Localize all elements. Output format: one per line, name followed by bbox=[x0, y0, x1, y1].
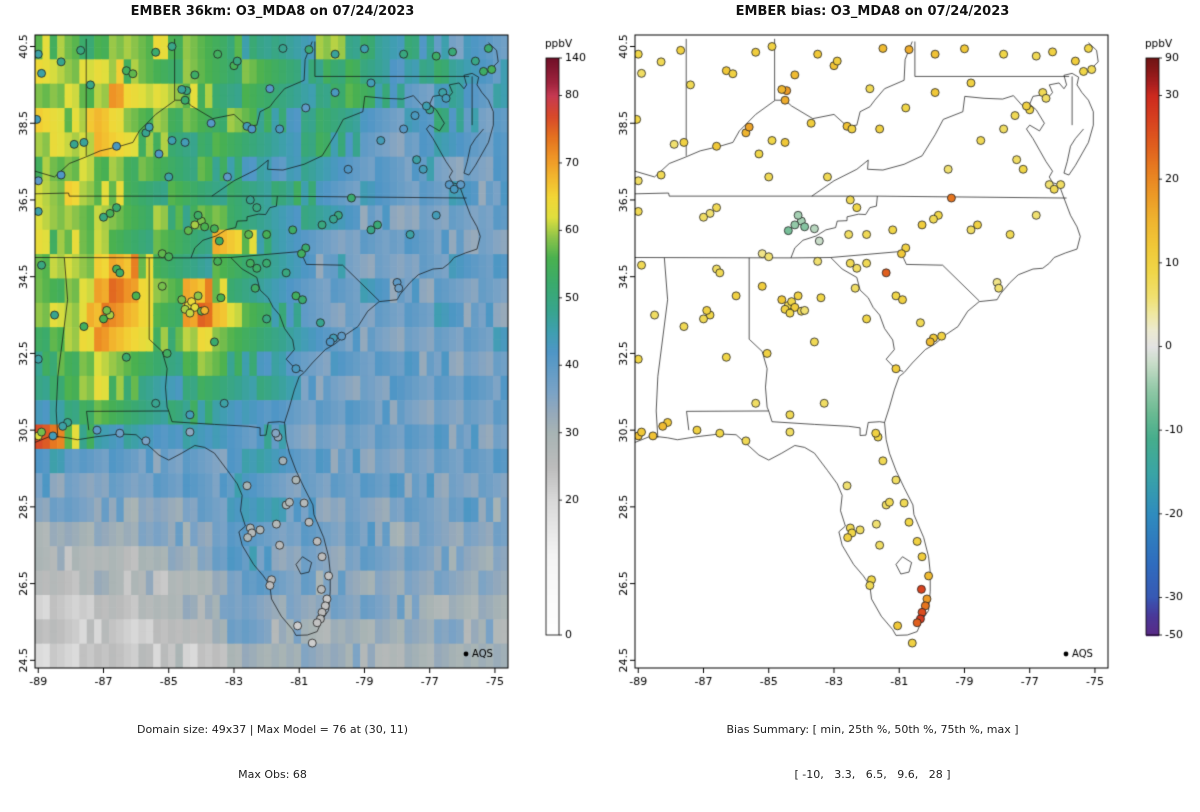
bias-caption-line1: Bias Summary: [ min, 25th %, 50th %, 75t… bbox=[726, 723, 1019, 736]
bias-map-canvas bbox=[600, 25, 1200, 690]
figure: EMBER 36km: O3_MDA8 on 07/24/2023 Domain… bbox=[0, 0, 1200, 781]
model-map-canvas bbox=[0, 25, 600, 690]
panel-model-title: EMBER 36km: O3_MDA8 on 07/24/2023 bbox=[130, 4, 415, 19]
panel-bias-caption: Bias Summary: [ min, 25th %, 50th %, 75t… bbox=[600, 692, 1145, 812]
panel-bias: EMBER bias: O3_MDA8 on 07/24/2023 Bias S… bbox=[600, 0, 1200, 781]
bias-caption-line2: [ -10, 3.3, 6.5, 9.6, 28 ] bbox=[794, 768, 951, 781]
panel-model: EMBER 36km: O3_MDA8 on 07/24/2023 Domain… bbox=[0, 0, 600, 781]
model-caption-line2: Max Obs: 68 bbox=[238, 768, 307, 781]
panel-bias-title: EMBER bias: O3_MDA8 on 07/24/2023 bbox=[735, 4, 1010, 19]
model-caption-line1: Domain size: 49x37 | Max Model = 76 at (… bbox=[136, 723, 408, 736]
panel-model-caption: Domain size: 49x37 | Max Model = 76 at (… bbox=[0, 692, 545, 812]
